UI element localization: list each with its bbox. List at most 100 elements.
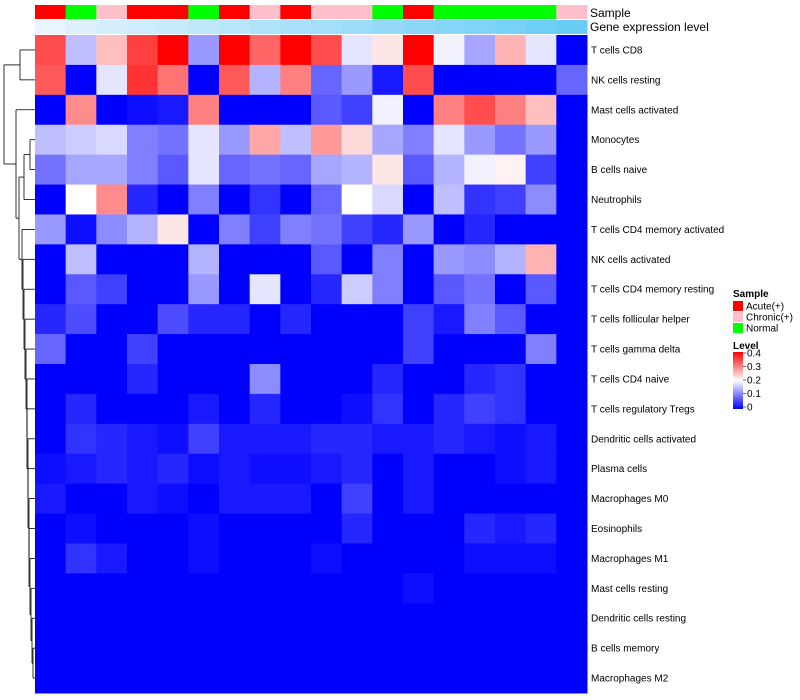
legend-sample-label: Chronic(+) [746, 313, 793, 324]
heatmap-cell [311, 603, 343, 634]
heatmap-cell [556, 35, 588, 66]
heatmap-cell [464, 393, 496, 425]
heatmap-cell [341, 573, 373, 604]
heatmap-cell [433, 35, 465, 66]
heatmap-cell [341, 423, 373, 455]
heatmap-cell [556, 393, 588, 425]
heatmap-cell [219, 423, 251, 455]
heatmap-cell [157, 364, 189, 395]
heatmap-cell [525, 543, 557, 574]
heatmap-cell [556, 184, 588, 215]
heatmap-cell [65, 603, 97, 634]
heatmap-cell [157, 513, 189, 544]
heatmap-cell [127, 663, 159, 694]
heatmap-cell [341, 483, 373, 515]
heatmap-cell [403, 35, 435, 66]
heatmap-cell [403, 543, 435, 574]
heatmap-cell [35, 663, 67, 694]
heatmap-cell [127, 513, 159, 544]
heatmap-cell [157, 334, 189, 365]
row-label: B cells naive [591, 165, 648, 176]
heatmap-cell [525, 573, 557, 604]
heatmap-cell [495, 603, 527, 634]
heatmap-cell [127, 94, 159, 126]
heatmap-cell [341, 154, 373, 186]
heatmap-cell [157, 214, 189, 245]
heatmap-cell [96, 483, 128, 515]
heatmap-cell [96, 663, 128, 694]
sample-annotation-cell [556, 5, 588, 19]
heatmap-cell [525, 483, 557, 515]
heatmap-cell [65, 184, 97, 215]
heatmap-cell [249, 513, 281, 544]
sample-annotation-cell [525, 5, 557, 19]
heatmap-cell [219, 334, 251, 365]
heatmap-cell [372, 423, 404, 455]
heatmap-cell [403, 154, 435, 186]
heatmap-cell [556, 513, 588, 544]
heatmap-cell [341, 513, 373, 544]
heatmap-cell [341, 663, 373, 694]
heatmap-cell [65, 94, 97, 126]
heatmap-cell [35, 633, 67, 664]
heatmap-cell [464, 184, 496, 215]
heatmap-cell [249, 633, 281, 664]
heatmap-cell [157, 543, 189, 574]
heatmap-cell [556, 423, 588, 455]
heatmap-cell [127, 304, 159, 335]
row-label: Macrophages M0 [591, 494, 669, 505]
heatmap-cell [341, 184, 373, 215]
heatmap-cell [372, 274, 404, 305]
heatmap-cell [65, 543, 97, 574]
row-label: NK cells activated [591, 255, 670, 266]
heatmap-cell [249, 94, 281, 126]
heatmap-cell [249, 453, 281, 485]
row-label: Monocytes [591, 135, 639, 146]
heatmap-cell [249, 483, 281, 515]
heatmap-cell [372, 244, 404, 275]
heatmap-cell [127, 423, 159, 455]
heatmap-cell [35, 184, 67, 215]
heatmap-cell [372, 573, 404, 604]
heatmap-cell [65, 304, 97, 335]
row-label: T cells CD8 [591, 45, 643, 56]
heatmap-cell [249, 603, 281, 634]
sample-annotation-cell [433, 5, 465, 19]
heatmap-cell [96, 184, 128, 215]
heatmap-cell [188, 334, 220, 365]
heatmap-cell [35, 334, 67, 365]
heatmap-cell [188, 633, 220, 664]
sample-annotation-cell [311, 5, 343, 19]
heatmap-cell [96, 543, 128, 574]
row-label: Mast cells resting [591, 584, 668, 595]
heatmap-cell [311, 663, 343, 694]
heatmap-cell [280, 64, 312, 96]
heatmap-cell [525, 274, 557, 305]
heatmap-cell [433, 364, 465, 395]
heatmap-cell [219, 214, 251, 245]
heatmap-cell [495, 184, 527, 215]
heatmap-cell [249, 393, 281, 425]
sample-annotation-cell [35, 5, 67, 19]
heatmap-cell [341, 244, 373, 275]
legend-sample-label: Normal [746, 324, 778, 335]
heatmap-cell [127, 35, 159, 66]
heatmap-cell [35, 603, 67, 634]
heatmap-cell [188, 154, 220, 186]
heatmap-cell [280, 633, 312, 664]
heatmap-cell [525, 214, 557, 245]
heatmap-cell [433, 453, 465, 485]
legend-sample-swatch [733, 301, 743, 311]
heatmap-cell [96, 573, 128, 604]
heatmap-cell [96, 633, 128, 664]
heatmap-cell [249, 334, 281, 365]
expression-annotation-cell [525, 20, 557, 34]
heatmap-cell [280, 124, 312, 156]
row-label: Eosinophils [591, 524, 642, 535]
heatmap-cell [495, 423, 527, 455]
heatmap-cell [433, 573, 465, 604]
heatmap-cell [341, 35, 373, 66]
heatmap-cell [35, 513, 67, 544]
row-label: T cells CD4 memory activated [591, 225, 724, 236]
heatmap-cell [311, 184, 343, 215]
